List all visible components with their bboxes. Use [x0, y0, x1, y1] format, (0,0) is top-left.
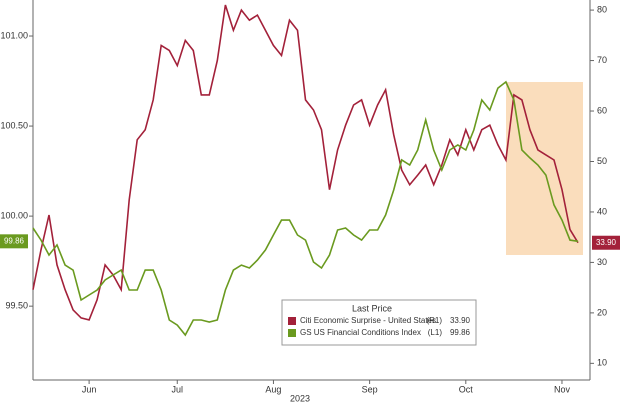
- y2-tick-label: 30: [597, 257, 607, 267]
- y2-tick-label: 80: [597, 4, 607, 14]
- y-tick-label: 101.00: [0, 30, 28, 40]
- series-line: [32, 80, 579, 337]
- legend-swatch: [288, 329, 296, 337]
- legend-label: GS US Financial Conditions Index: [300, 328, 421, 337]
- x-tick-label: Sep: [362, 384, 378, 394]
- y2-tick-label: 20: [597, 307, 607, 317]
- legend-box: [281, 299, 477, 346]
- last-value-tag-label: 33.90: [596, 238, 617, 247]
- y-tick-label: 99.50: [5, 301, 28, 311]
- x-tick-label: Jul: [172, 384, 184, 394]
- legend: Last Price Citi Economic Surprise - Unit…: [281, 299, 477, 346]
- y2-tick-label: 70: [597, 55, 607, 65]
- last-value-tag-label: 99.86: [4, 236, 25, 245]
- legend-axis: (L1): [428, 328, 443, 337]
- series-line: [32, 4, 579, 321]
- x-tick-label: Aug: [265, 384, 281, 394]
- y2-tick-label: 40: [597, 206, 607, 216]
- x-tick-label: Oct: [459, 384, 474, 394]
- last-value-tag: [0, 234, 28, 249]
- legend-axis: (R1): [426, 316, 442, 325]
- legend-value: 33.90: [450, 316, 471, 325]
- y-tick-label: 100.50: [0, 120, 28, 130]
- legend-label: Citi Economic Surprise - United States: [300, 316, 436, 325]
- last-value-tag: [592, 235, 620, 250]
- legend-swatch: [288, 317, 296, 325]
- y2-tick-label: 50: [597, 156, 607, 166]
- x-axis-label: 2023: [290, 393, 310, 403]
- x-tick-label: Nov: [554, 384, 571, 394]
- y-tick-label: 100.00: [0, 210, 28, 220]
- y2-tick-label: 10: [597, 358, 607, 368]
- legend-value: 99.86: [450, 328, 471, 337]
- y2-tick-label: 60: [597, 105, 607, 115]
- legend-title: Last Price: [352, 303, 392, 313]
- highlight-region: [506, 82, 583, 255]
- x-tick-label: Jun: [82, 384, 97, 394]
